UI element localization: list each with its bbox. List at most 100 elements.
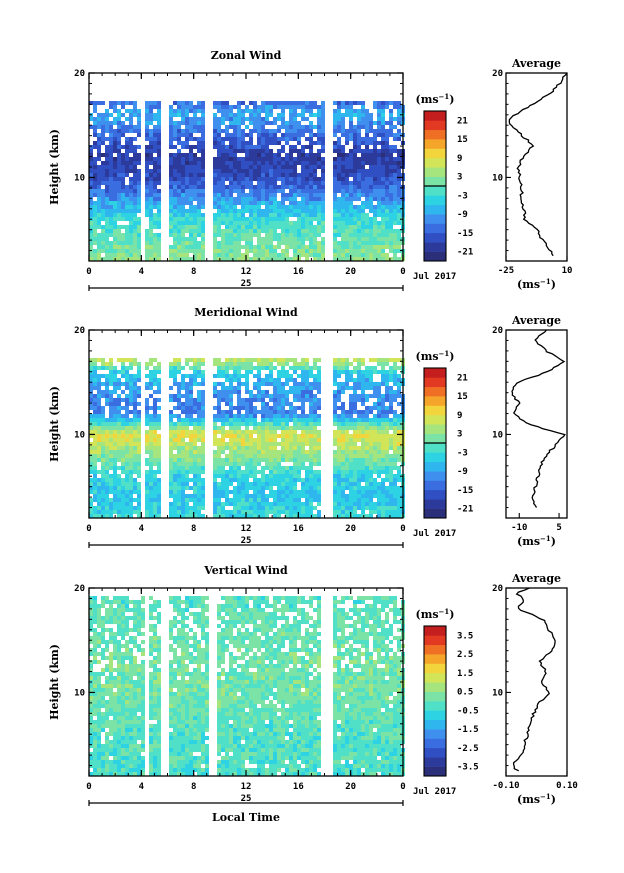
heatmap-cell <box>365 245 369 249</box>
x-tick-label: 0 <box>86 267 91 277</box>
heatmap-cell <box>113 161 117 165</box>
heatmap-cell <box>89 253 93 257</box>
heatmap-cell <box>313 470 317 474</box>
heatmap-cell <box>277 502 281 506</box>
heatmap-cell <box>285 125 289 129</box>
heatmap-cell <box>321 249 325 253</box>
heatmap-cell <box>157 197 161 201</box>
heatmap-cell <box>137 442 141 446</box>
heatmap-cell <box>333 418 337 422</box>
heatmap-cell <box>337 366 341 370</box>
heatmap-cell <box>377 249 381 253</box>
heatmap-cell <box>101 450 105 454</box>
heatmap-cell <box>333 145 337 149</box>
heatmap-cell <box>273 225 277 229</box>
heatmap-cell <box>173 362 177 366</box>
heatmap-cell <box>129 237 133 241</box>
heatmap-cell <box>289 374 293 378</box>
heatmap-cell <box>365 398 369 402</box>
heatmap-cell <box>149 177 153 181</box>
heatmap-cell <box>157 382 161 386</box>
heatmap-cell <box>389 249 393 253</box>
heatmap-cell <box>117 257 121 261</box>
heatmap-cell <box>289 434 293 438</box>
heatmap-cell <box>109 197 113 201</box>
heatmap-cell <box>321 253 325 257</box>
heatmap-cell <box>109 225 113 229</box>
heatmap-cell <box>373 253 377 257</box>
heatmap-cell <box>289 478 293 482</box>
heatmap-cell <box>89 157 93 161</box>
heatmap-cell <box>97 398 101 402</box>
heatmap-cell <box>301 394 305 398</box>
heatmap-cell <box>193 157 197 161</box>
heatmap-cell <box>361 169 365 173</box>
heatmap-cell <box>349 466 353 470</box>
heatmap-cell <box>381 129 385 133</box>
heatmap-cell <box>105 446 109 450</box>
heatmap-cell <box>193 209 197 213</box>
heatmap-cell <box>97 145 101 149</box>
heatmap-cell <box>109 141 113 145</box>
heatmap-cell <box>241 422 245 426</box>
heatmap-cell <box>285 105 289 109</box>
heatmap-cell <box>137 153 141 157</box>
heatmap-cell <box>193 378 197 382</box>
heatmap-cell <box>309 494 313 498</box>
heatmap-cell <box>217 370 221 374</box>
heatmap-cell <box>225 237 229 241</box>
heatmap-cell <box>101 101 105 105</box>
heatmap-cell <box>293 466 297 470</box>
heatmap-cell <box>189 117 193 121</box>
heatmap-cell <box>269 105 273 109</box>
heatmap-cell <box>357 458 361 462</box>
heatmap-cell <box>229 426 233 430</box>
colorbar-bin <box>424 223 446 234</box>
heatmap-cell <box>145 422 149 426</box>
heatmap-cell <box>93 253 97 257</box>
heatmap-cell <box>305 430 309 434</box>
heatmap-cell <box>353 486 357 490</box>
heatmap-cell <box>293 462 297 466</box>
heatmap-cell <box>357 257 361 261</box>
heatmap-cell <box>337 117 341 121</box>
heatmap-cell <box>157 482 161 486</box>
heatmap-cell <box>137 414 141 418</box>
heatmap-cell <box>381 173 385 177</box>
heatmap-cell <box>365 181 369 185</box>
heatmap-cell <box>225 478 229 482</box>
heatmap-cell <box>385 173 389 177</box>
heatmap-cell <box>113 201 117 205</box>
heatmap-cell <box>125 209 129 213</box>
heatmap-cell <box>365 386 369 390</box>
heatmap-cell <box>265 245 269 249</box>
heatmap-cell <box>125 245 129 249</box>
heatmap-cell <box>237 494 241 498</box>
heatmap-cell <box>117 241 121 245</box>
heatmap-cell <box>345 153 349 157</box>
heatmap-cell <box>197 145 201 149</box>
heatmap-cell <box>225 410 229 414</box>
heatmap-cell <box>121 257 125 261</box>
heatmap-cell <box>345 510 349 514</box>
heatmap-cell <box>385 257 389 261</box>
heatmap-cell <box>93 125 97 129</box>
heatmap-cell <box>221 370 225 374</box>
heatmap-cell <box>361 506 365 510</box>
heatmap-cell <box>133 221 137 225</box>
heatmap-cell <box>337 494 341 498</box>
heatmap-cell <box>265 157 269 161</box>
heatmap-cell <box>317 121 321 125</box>
heatmap-cell <box>153 137 157 141</box>
heatmap-cell <box>101 121 105 125</box>
heatmap-cell <box>129 450 133 454</box>
heatmap-cell <box>281 101 285 105</box>
heatmap-cell <box>361 438 365 442</box>
heatmap-cell <box>137 257 141 261</box>
heatmap-cell <box>369 113 373 117</box>
heatmap-cell <box>181 386 185 390</box>
heatmap-cell <box>173 133 177 137</box>
heatmap-cell <box>237 486 241 490</box>
heatmap-cell <box>253 229 257 233</box>
heatmap-cell <box>369 253 373 257</box>
